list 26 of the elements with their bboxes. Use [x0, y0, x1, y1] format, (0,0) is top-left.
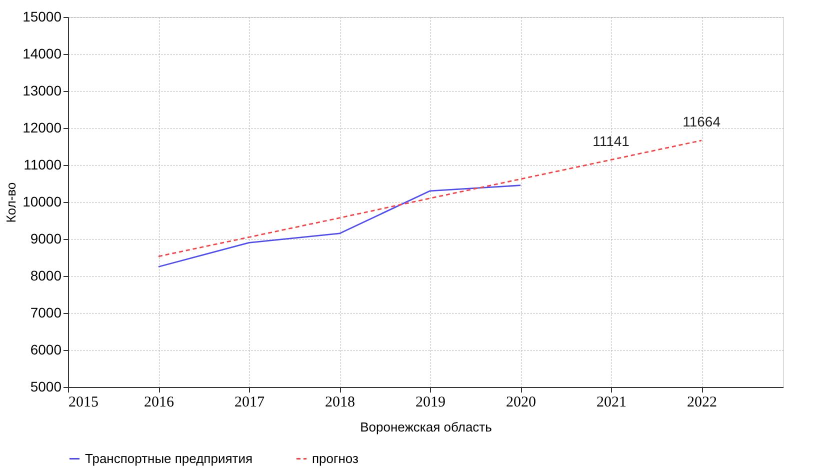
x-tick-label: 2016	[144, 394, 175, 410]
x-tick-label: 2017	[234, 394, 266, 410]
legend-label: Транспортные предприятия	[85, 450, 253, 466]
x-tick-label: 2015	[68, 394, 98, 410]
x-tick-label: 2018	[325, 394, 356, 410]
y-tick-label: 14000	[22, 46, 62, 62]
y-tick-label: 15000	[22, 8, 62, 24]
y-axis-title: Кол-во	[4, 182, 19, 223]
x-tick-label: 2021	[596, 394, 627, 410]
y-tick-label: 12000	[22, 120, 62, 136]
y-tick-label: 5000	[30, 378, 62, 394]
x-tick-label: 2020	[506, 394, 536, 410]
annotation: 11141	[592, 132, 630, 149]
y-tick-label: 9000	[30, 230, 62, 246]
y-tick-label: 6000	[30, 342, 62, 358]
y-tick-label: 7000	[30, 304, 62, 320]
x-tick-label: 2022	[687, 394, 718, 410]
y-tick-label: 11000	[24, 156, 62, 172]
y-tick-label: 10000	[22, 194, 62, 210]
y-tick-label: 13000	[22, 82, 62, 98]
y-tick-label: 8000	[30, 268, 62, 284]
x-tick-label: 2019	[416, 394, 446, 410]
annotation: 11664	[682, 113, 721, 130]
x-axis-title: Воронежская область	[360, 420, 492, 434]
legend-label: прогноз	[312, 450, 359, 466]
line-series	[158, 184, 522, 268]
